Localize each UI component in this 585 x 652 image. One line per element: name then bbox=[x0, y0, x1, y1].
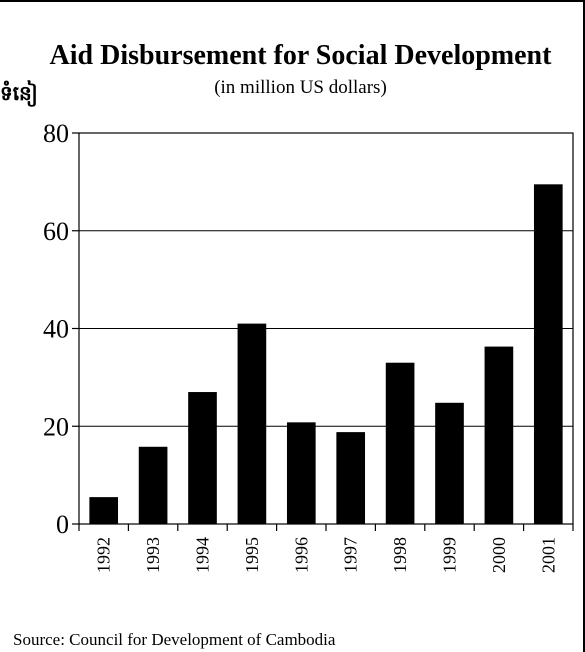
bar-2000 bbox=[484, 346, 514, 524]
x-tick-label-1999: 1999 bbox=[440, 537, 460, 573]
y-tick-label-20: 20 bbox=[43, 412, 69, 441]
bar-1996 bbox=[286, 422, 316, 524]
bar-2001 bbox=[533, 184, 563, 524]
bar-1998 bbox=[385, 362, 415, 524]
chart-title: Aid Disbursement for Social Development bbox=[49, 40, 552, 71]
x-tick-label-2001: 2001 bbox=[538, 537, 558, 573]
x-tick-label-2000: 2000 bbox=[489, 537, 509, 573]
chart-subtitle: (in million US dollars) bbox=[214, 77, 387, 98]
x-tick-label-1992: 1992 bbox=[94, 537, 114, 573]
source-note: Source: Council for Development of Cambo… bbox=[13, 630, 336, 649]
x-tick-label-1997: 1997 bbox=[341, 537, 361, 573]
bar-1995 bbox=[237, 323, 267, 524]
bar-1992 bbox=[89, 497, 119, 524]
y-tick-label-60: 60 bbox=[43, 217, 69, 246]
x-tick-label-1993: 1993 bbox=[143, 537, 163, 573]
y-tick-label-0: 0 bbox=[56, 510, 69, 539]
bar-1994 bbox=[188, 392, 217, 524]
y-tick-label-40: 40 bbox=[43, 315, 69, 344]
x-tick-label-1998: 1998 bbox=[390, 537, 410, 573]
bar-1993 bbox=[138, 446, 168, 524]
x-tick-label-1996: 1996 bbox=[291, 537, 311, 573]
bar-1999 bbox=[435, 402, 464, 524]
y-tick-label-80: 80 bbox=[43, 119, 69, 148]
side-script-mark: ទំនៀ bbox=[0, 81, 38, 105]
x-tick-label-1994: 1994 bbox=[193, 537, 213, 573]
bar-1997 bbox=[336, 432, 366, 524]
x-tick-label-1995: 1995 bbox=[242, 537, 262, 573]
